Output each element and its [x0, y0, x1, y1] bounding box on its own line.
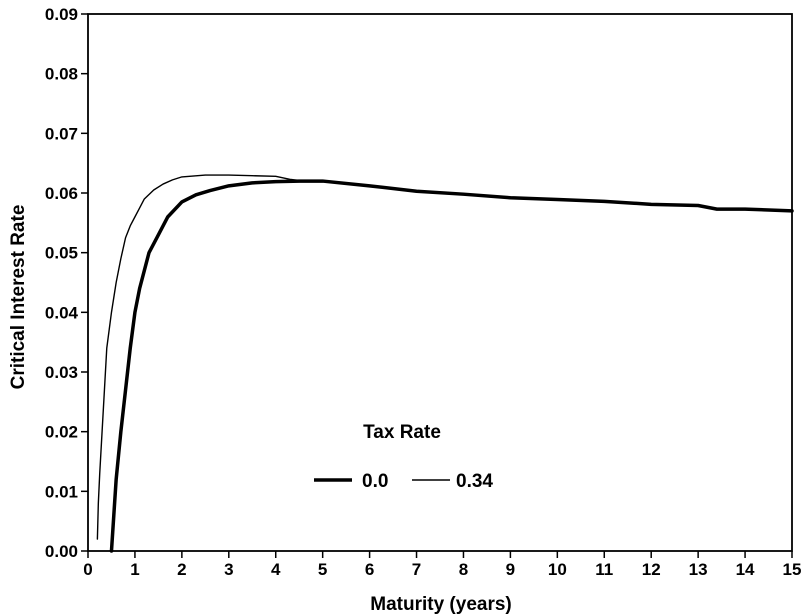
axes: [87, 13, 793, 552]
y-tick-label: 0.08: [45, 65, 78, 84]
x-axis-title: Maturity (years): [370, 594, 512, 615]
x-tick-label: 9: [506, 560, 515, 579]
y-tick-label: 0.03: [45, 363, 78, 382]
legend-label-0-0: 0.0: [362, 471, 388, 492]
legend: Tax Rate 0.0 0.34: [314, 422, 493, 492]
legend-label-0-34: 0.34: [456, 471, 493, 492]
x-tick-label: 6: [365, 560, 374, 579]
x-tick-label: 1: [130, 560, 139, 579]
x-tick-label: 4: [271, 560, 281, 579]
y-axis-title: Critical Interest Rate: [8, 205, 29, 390]
y-tick-label: 0.07: [45, 124, 78, 143]
x-tick-label: 15: [783, 560, 802, 579]
series-line-0: [109, 179, 794, 553]
x-tick-label: 12: [642, 560, 661, 579]
x-tick-label: 11: [595, 560, 613, 579]
legend-title: Tax Rate: [363, 422, 441, 443]
x-tick-label: 10: [548, 560, 567, 579]
x-tick-label: 7: [412, 560, 421, 579]
y-tick-label: 0.00: [45, 542, 78, 561]
x-tick-label: 14: [736, 560, 755, 579]
y-tick-label: 0.01: [45, 482, 78, 501]
y-tick-label: 0.06: [45, 184, 78, 203]
series-layer: [96, 174, 794, 553]
x-tick-label: 8: [459, 560, 468, 579]
x-tick-label: 2: [177, 560, 186, 579]
x-axis-ticks: 0 1 2 3 4 5 6 7 8 9 10 11 12 13 14 15: [83, 551, 801, 579]
x-tick-label: 5: [318, 560, 327, 579]
y-tick-label: 0.02: [45, 423, 78, 442]
series-line-1: [96, 174, 793, 540]
y-axis-ticks: 0.00 0.01 0.02 0.03 0.04 0.05 0.06 0.07 0.08 0.09: [45, 5, 88, 561]
x-tick-label: 0: [83, 560, 92, 579]
x-tick-label: 3: [224, 560, 233, 579]
y-tick-label: 0.09: [45, 5, 78, 24]
y-tick-label: 0.05: [45, 244, 78, 263]
plot-frame: [87, 13, 793, 552]
x-tick-label: 13: [689, 560, 708, 579]
y-tick-label: 0.04: [45, 303, 79, 322]
